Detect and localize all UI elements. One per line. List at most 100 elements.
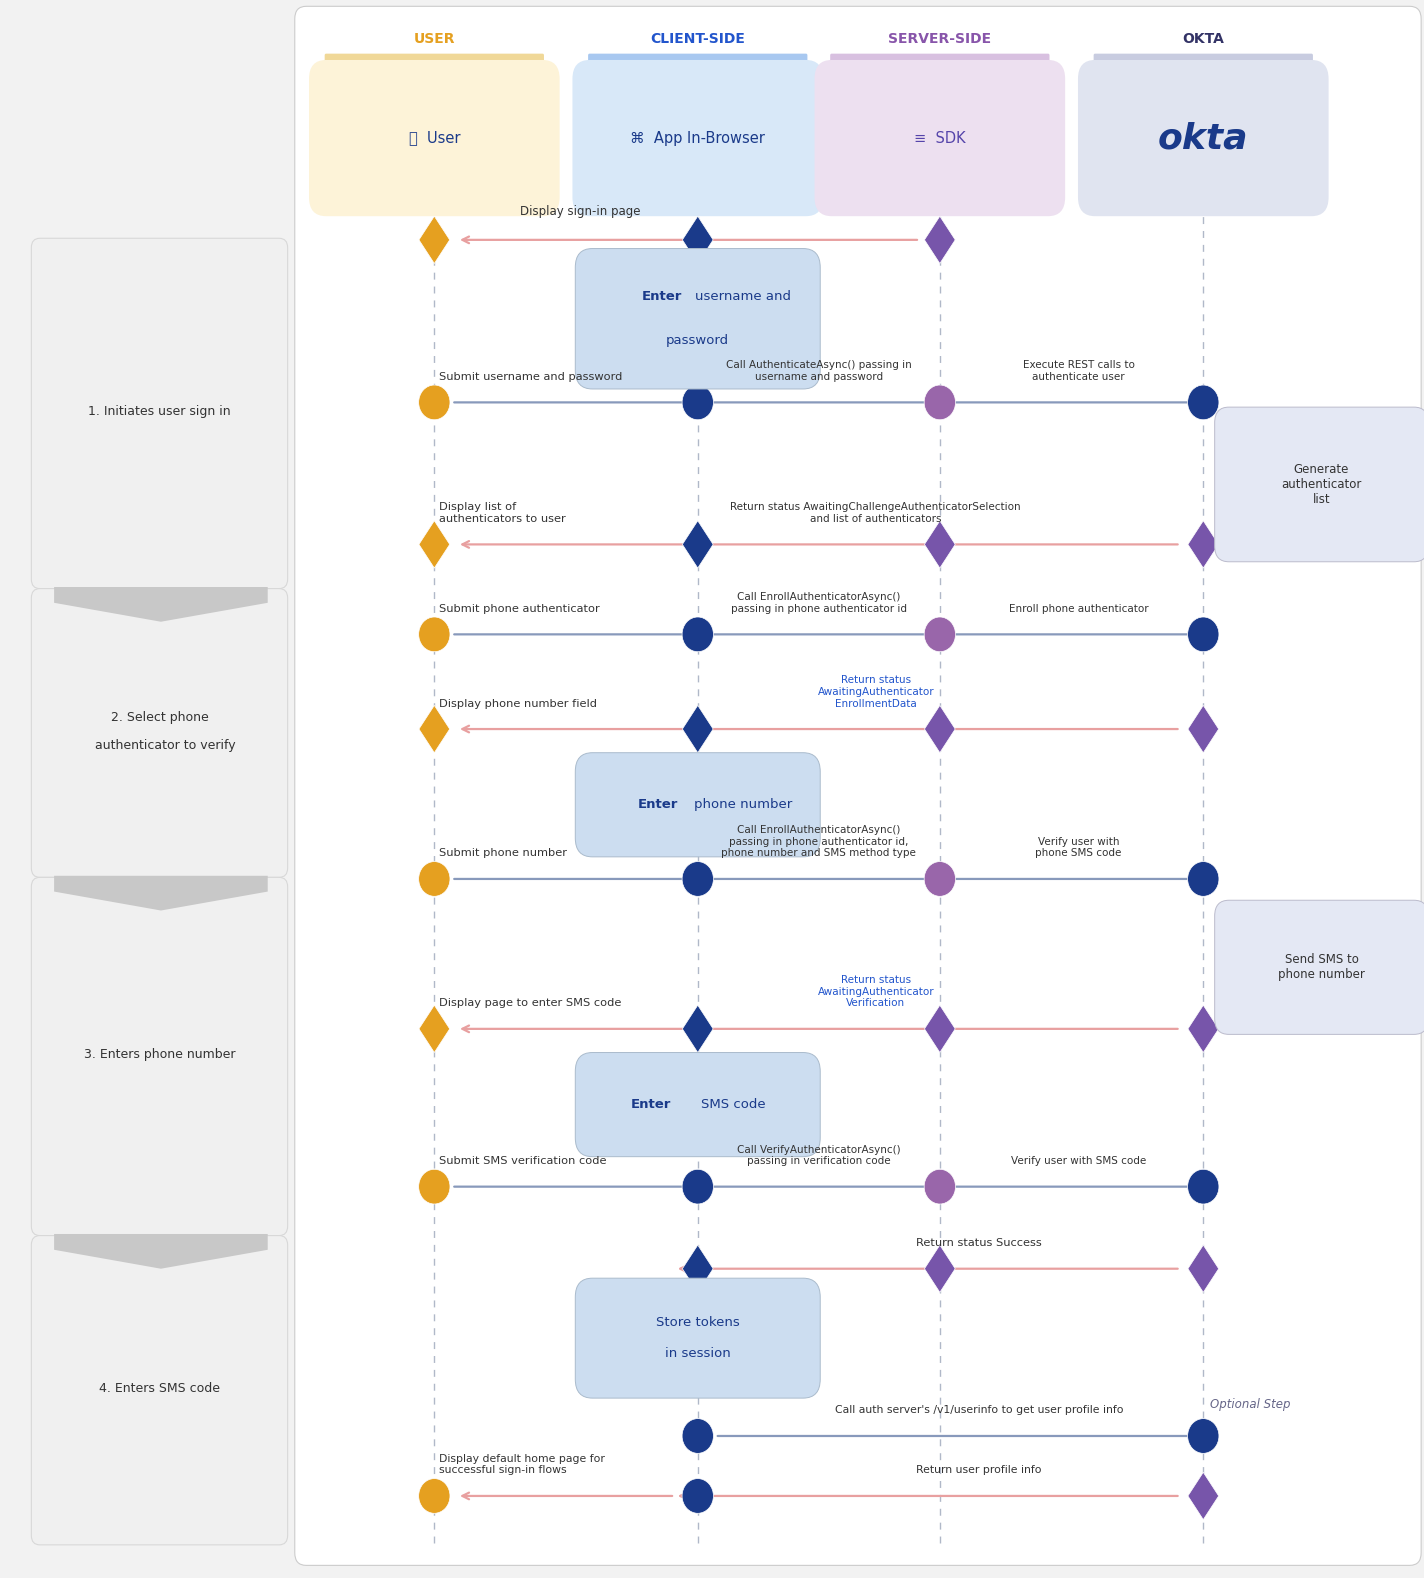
FancyBboxPatch shape (31, 1236, 288, 1545)
FancyBboxPatch shape (830, 54, 1049, 68)
Text: Submit username and password: Submit username and password (439, 372, 622, 382)
FancyBboxPatch shape (572, 60, 823, 216)
Circle shape (419, 617, 450, 652)
Text: password: password (666, 335, 729, 347)
Text: Store tokens: Store tokens (656, 1316, 739, 1329)
Text: Enter: Enter (631, 1098, 671, 1111)
FancyBboxPatch shape (815, 60, 1065, 216)
Text: 4. Enters SMS code: 4. Enters SMS code (100, 1382, 219, 1395)
Polygon shape (924, 521, 956, 568)
Text: Call EnrollAuthenticatorAsync()
passing in phone authenticator id: Call EnrollAuthenticatorAsync() passing … (731, 592, 907, 614)
Circle shape (419, 385, 450, 420)
Polygon shape (682, 1245, 713, 1292)
Circle shape (419, 1479, 450, 1513)
Text: 1. Initiates user sign in: 1. Initiates user sign in (88, 406, 231, 418)
Text: Submit phone authenticator: Submit phone authenticator (439, 604, 600, 614)
Text: Return user profile info: Return user profile info (916, 1466, 1042, 1475)
Circle shape (419, 862, 450, 896)
Text: Submit phone number: Submit phone number (439, 849, 567, 858)
Circle shape (1188, 1419, 1219, 1453)
Polygon shape (1188, 1005, 1219, 1053)
FancyBboxPatch shape (575, 753, 820, 857)
Text: Display page to enter SMS code: Display page to enter SMS code (439, 999, 621, 1008)
Text: Display sign-in page: Display sign-in page (520, 205, 641, 218)
Text: CLIENT-SIDE: CLIENT-SIDE (651, 33, 745, 46)
Text: Display list of
authenticators to user: Display list of authenticators to user (439, 502, 565, 524)
Text: Verify user with
phone SMS code: Verify user with phone SMS code (1035, 836, 1122, 858)
Text: SERVER-SIDE: SERVER-SIDE (889, 33, 991, 46)
Polygon shape (682, 1005, 713, 1053)
Circle shape (924, 1169, 956, 1204)
Polygon shape (54, 876, 268, 911)
Circle shape (682, 1419, 713, 1453)
Circle shape (682, 1169, 713, 1204)
Circle shape (682, 385, 713, 420)
Polygon shape (924, 216, 956, 264)
Circle shape (419, 1169, 450, 1204)
Text: Enter: Enter (638, 798, 678, 811)
Polygon shape (682, 705, 713, 753)
Text: in session: in session (665, 1348, 731, 1360)
Text: Optional Step: Optional Step (1210, 1398, 1292, 1411)
Text: ≡  SDK: ≡ SDK (914, 131, 965, 145)
Text: ⎓  User: ⎓ User (409, 131, 460, 145)
Polygon shape (1188, 705, 1219, 753)
Text: Send SMS to
phone number: Send SMS to phone number (1277, 953, 1366, 982)
FancyBboxPatch shape (575, 1053, 820, 1157)
Polygon shape (924, 1245, 956, 1292)
Text: Generate
authenticator
list: Generate authenticator list (1282, 462, 1361, 507)
Text: Verify user with SMS code: Verify user with SMS code (1011, 1157, 1146, 1166)
FancyBboxPatch shape (1215, 407, 1424, 562)
FancyBboxPatch shape (31, 589, 288, 877)
FancyBboxPatch shape (1094, 54, 1313, 68)
Text: Return status
AwaitingAuthenticator
EnrollmentData: Return status AwaitingAuthenticator Enro… (817, 675, 934, 709)
Text: 3. Enters phone number: 3. Enters phone number (84, 1048, 235, 1062)
Text: phone number: phone number (695, 798, 792, 811)
FancyBboxPatch shape (31, 238, 288, 589)
Text: Return status Success: Return status Success (916, 1239, 1042, 1248)
Circle shape (1188, 1169, 1219, 1204)
Circle shape (682, 1479, 713, 1513)
Text: username and: username and (695, 290, 792, 303)
Circle shape (924, 385, 956, 420)
Text: Submit SMS verification code: Submit SMS verification code (439, 1157, 607, 1166)
FancyBboxPatch shape (309, 60, 560, 216)
Text: Call AuthenticateAsync() passing in
username and password: Call AuthenticateAsync() passing in user… (726, 360, 911, 382)
Text: Return status AwaitingChallengeAuthenticatorSelection
and list of authenticators: Return status AwaitingChallengeAuthentic… (731, 502, 1021, 524)
Text: USER: USER (413, 33, 456, 46)
FancyBboxPatch shape (31, 877, 288, 1236)
Polygon shape (682, 521, 713, 568)
Circle shape (1188, 385, 1219, 420)
Text: SMS code: SMS code (701, 1098, 766, 1111)
FancyBboxPatch shape (575, 1278, 820, 1398)
Polygon shape (419, 216, 450, 264)
Text: Call EnrollAuthenticatorAsync()
passing in phone authenticator id,
phone number : Call EnrollAuthenticatorAsync() passing … (722, 825, 916, 858)
FancyBboxPatch shape (575, 248, 820, 388)
FancyBboxPatch shape (1215, 899, 1424, 1035)
Polygon shape (924, 1005, 956, 1053)
Text: OKTA: OKTA (1182, 33, 1225, 46)
Polygon shape (682, 216, 713, 264)
Polygon shape (1188, 1245, 1219, 1292)
Circle shape (682, 862, 713, 896)
Text: Display default home page for
successful sign-in flows: Display default home page for successful… (439, 1453, 604, 1475)
Circle shape (1188, 862, 1219, 896)
Text: ⌘  App In-Browser: ⌘ App In-Browser (631, 131, 765, 145)
FancyBboxPatch shape (325, 54, 544, 68)
Polygon shape (419, 521, 450, 568)
FancyBboxPatch shape (1078, 60, 1329, 216)
Text: Call VerifyAuthenticatorAsync()
passing in verification code: Call VerifyAuthenticatorAsync() passing … (738, 1144, 900, 1166)
Text: Enter: Enter (642, 290, 682, 303)
Polygon shape (924, 705, 956, 753)
Polygon shape (54, 1234, 268, 1269)
Text: Call auth server's /v1/userinfo to get user profile info: Call auth server's /v1/userinfo to get u… (834, 1406, 1124, 1415)
Text: authenticator to verify: authenticator to verify (83, 739, 236, 753)
Polygon shape (419, 1005, 450, 1053)
Text: Execute REST calls to
authenticate user: Execute REST calls to authenticate user (1022, 360, 1135, 382)
FancyBboxPatch shape (295, 6, 1421, 1565)
Circle shape (1188, 617, 1219, 652)
Polygon shape (1188, 521, 1219, 568)
Text: Return status
AwaitingAuthenticator
Verification: Return status AwaitingAuthenticator Veri… (817, 975, 934, 1008)
Text: okta: okta (1158, 122, 1249, 155)
Circle shape (924, 862, 956, 896)
